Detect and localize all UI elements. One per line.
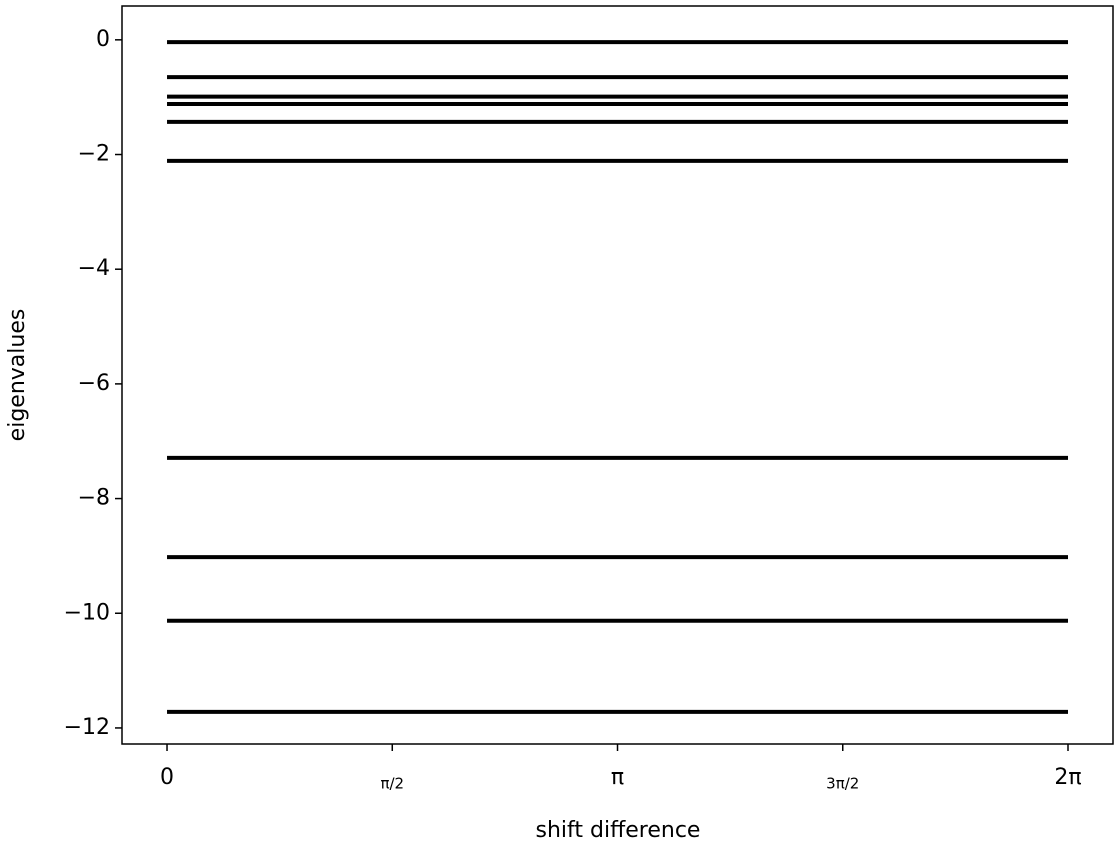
x-tick-label: 0 [160,765,174,790]
y-tick-label: −4 [78,256,110,281]
y-tick-label: −12 [64,715,110,740]
y-tick-label: 0 [96,27,110,52]
y-tick-label: −10 [64,600,110,625]
y-tick-label: −8 [78,486,110,511]
y-tick-label: −2 [78,142,110,167]
y-axis-label: eigenvalues [5,309,30,442]
x-tick-label: π [611,765,624,790]
x-tick-label: 3π/2 [826,775,859,793]
x-axis-label: shift difference [536,818,701,843]
x-tick-label: π/2 [380,775,404,793]
plot-frame [121,5,1114,745]
x-tick-label: 2π [1054,765,1081,790]
y-tick-label: −6 [78,371,110,396]
